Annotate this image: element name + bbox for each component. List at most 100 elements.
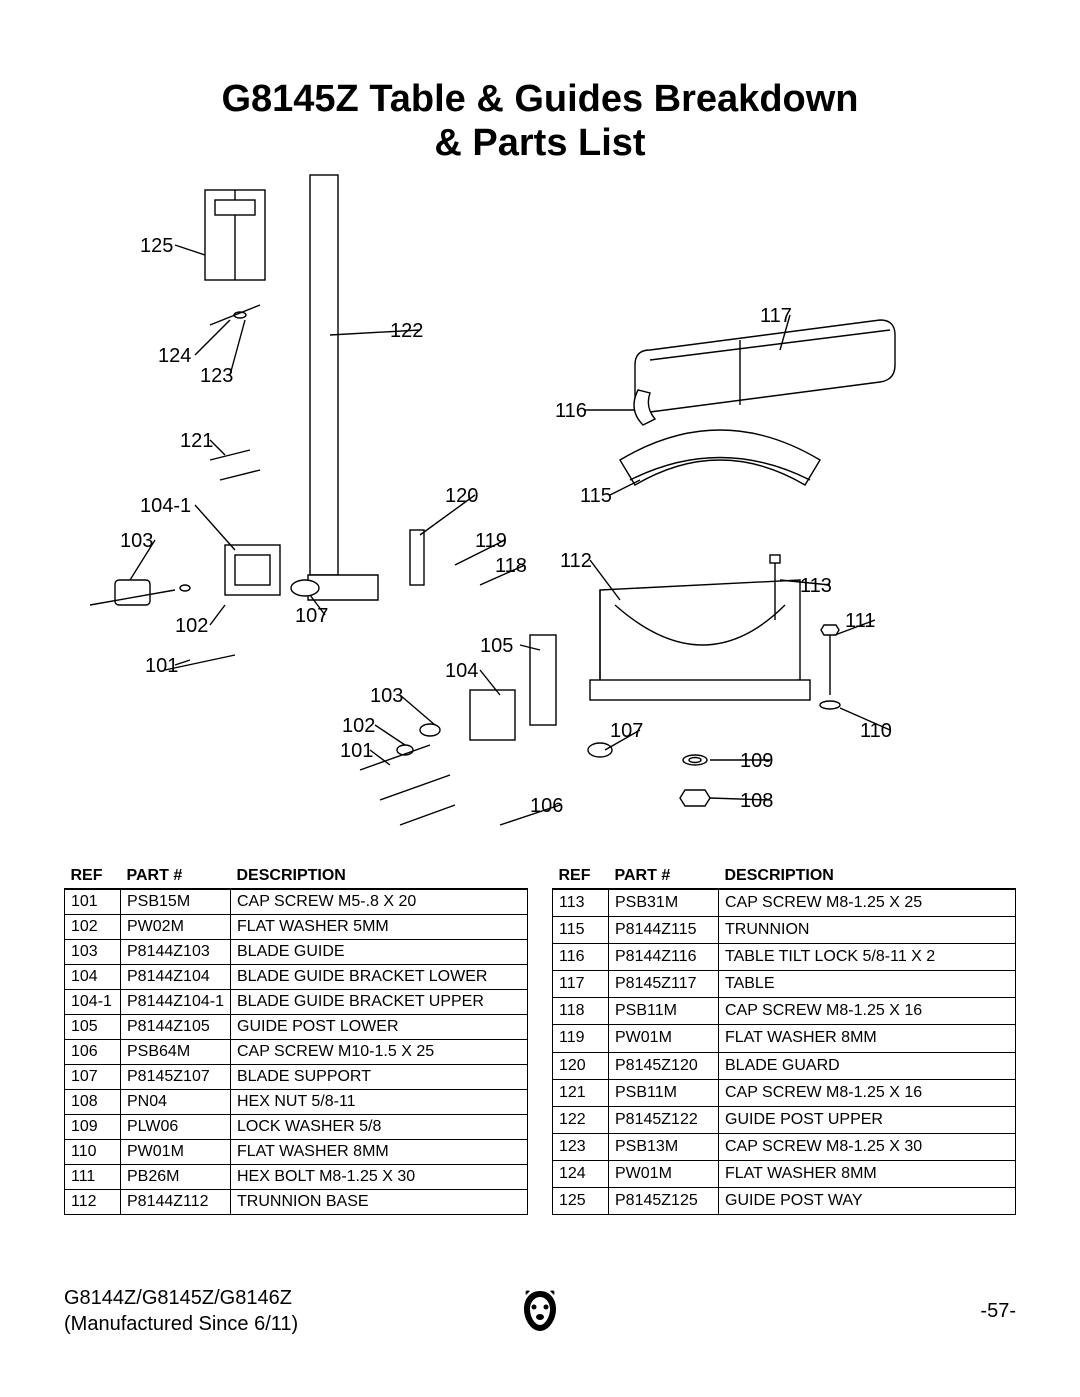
brand-logo-icon <box>516 1287 564 1341</box>
cell-ref: 125 <box>553 1187 609 1214</box>
cell-ref: 112 <box>65 1190 121 1215</box>
table-row: 121PSB11MCAP SCREW M8-1.25 X 16 <box>553 1079 1016 1106</box>
diagram-svg <box>60 160 1020 850</box>
cell-part: PW01M <box>609 1160 719 1187</box>
callout-117: 117 <box>760 305 792 328</box>
table-row: 112P8144Z112TRUNNION BASE <box>65 1190 528 1215</box>
cell-desc: TABLE TILT LOCK 5/8-11 X 2 <box>719 944 1016 971</box>
cell-part: PSB31M <box>609 889 719 917</box>
col-part: PART # <box>609 864 719 889</box>
callout-118: 118 <box>495 555 527 578</box>
callout-106: 106 <box>530 795 563 818</box>
callout-104-1: 104-1 <box>140 495 191 518</box>
col-part: PART # <box>121 864 231 889</box>
cell-desc: CAP SCREW M10-1.5 X 25 <box>231 1040 528 1065</box>
cell-part: P8145Z117 <box>609 971 719 998</box>
cell-part: P8144Z112 <box>121 1190 231 1215</box>
exploded-diagram: 125124123122121104-110310210710112011911… <box>60 160 1020 850</box>
cell-part: P8144Z104 <box>121 965 231 990</box>
col-ref: REF <box>65 864 121 889</box>
cell-desc: CAP SCREW M5-.8 X 20 <box>231 889 528 915</box>
cell-ref: 106 <box>65 1040 121 1065</box>
cell-part: P8144Z115 <box>609 917 719 944</box>
callout-115: 115 <box>580 485 612 508</box>
callout-107: 107 <box>610 720 643 743</box>
table-row: 104-1P8144Z104-1BLADE GUIDE BRACKET UPPE… <box>65 990 528 1015</box>
cell-part: PSB13M <box>609 1133 719 1160</box>
table-row: 115P8144Z115TRUNNION <box>553 917 1016 944</box>
table-row: 105P8144Z105GUIDE POST LOWER <box>65 1015 528 1040</box>
callout-107: 107 <box>295 605 328 628</box>
table-row: 106PSB64MCAP SCREW M10-1.5 X 25 <box>65 1040 528 1065</box>
cell-ref: 109 <box>65 1115 121 1140</box>
cell-part: P8144Z116 <box>609 944 719 971</box>
callout-103: 103 <box>370 685 403 708</box>
table-row: 102PW02MFLAT WASHER 5MM <box>65 915 528 940</box>
cell-ref: 117 <box>553 971 609 998</box>
cell-ref: 103 <box>65 940 121 965</box>
cell-part: PSB11M <box>609 1079 719 1106</box>
table-row: 110PW01MFLAT WASHER 8MM <box>65 1140 528 1165</box>
cell-desc: HEX NUT 5/8-11 <box>231 1090 528 1115</box>
cell-part: PN04 <box>121 1090 231 1115</box>
callout-122: 122 <box>390 320 423 343</box>
callout-113: 113 <box>800 575 832 598</box>
cell-part: PSB64M <box>121 1040 231 1065</box>
table-row: 109PLW06LOCK WASHER 5/8 <box>65 1115 528 1140</box>
cell-ref: 108 <box>65 1090 121 1115</box>
callout-124: 124 <box>158 345 191 368</box>
table-row: 124PW01MFLAT WASHER 8MM <box>553 1160 1016 1187</box>
cell-desc: TABLE <box>719 971 1016 998</box>
callout-101: 101 <box>145 655 178 678</box>
cell-part: P8144Z103 <box>121 940 231 965</box>
table-row: 113PSB31MCAP SCREW M8-1.25 X 25 <box>553 889 1016 917</box>
cell-desc: BLADE GUIDE <box>231 940 528 965</box>
cell-ref: 118 <box>553 998 609 1025</box>
title-line-1: G8145Z Table & Guides Breakdown <box>221 78 858 120</box>
cell-desc: CAP SCREW M8-1.25 X 16 <box>719 998 1016 1025</box>
table-row: 116P8144Z116TABLE TILT LOCK 5/8-11 X 2 <box>553 944 1016 971</box>
footer-models: G8144Z/G8145Z/G8146Z <box>64 1287 292 1309</box>
cell-ref: 102 <box>65 915 121 940</box>
callout-111: 111 <box>845 610 875 633</box>
title-line-2: & Parts List <box>434 122 645 164</box>
cell-desc: BLADE GUIDE BRACKET LOWER <box>231 965 528 990</box>
cell-ref: 121 <box>553 1079 609 1106</box>
cell-part: P8144Z104-1 <box>121 990 231 1015</box>
table-row: 101PSB15MCAP SCREW M5-.8 X 20 <box>65 889 528 915</box>
cell-desc: TRUNNION <box>719 917 1016 944</box>
cell-ref: 119 <box>553 1025 609 1052</box>
callout-109: 109 <box>740 750 773 773</box>
table-row: 103P8144Z103BLADE GUIDE <box>65 940 528 965</box>
callout-123: 123 <box>200 365 233 388</box>
cell-part: P8145Z107 <box>121 1065 231 1090</box>
callout-125: 125 <box>140 235 173 258</box>
table-row: 104P8144Z104BLADE GUIDE BRACKET LOWER <box>65 965 528 990</box>
page-title: G8145Z Table & Guides Breakdown & Parts … <box>0 0 1080 165</box>
callout-120: 120 <box>445 485 478 508</box>
table-row: 123PSB13MCAP SCREW M8-1.25 X 30 <box>553 1133 1016 1160</box>
cell-desc: LOCK WASHER 5/8 <box>231 1115 528 1140</box>
cell-part: PSB15M <box>121 889 231 915</box>
callout-110: 110 <box>860 720 892 743</box>
cell-desc: BLADE GUIDE BRACKET UPPER <box>231 990 528 1015</box>
callout-101: 101 <box>340 740 373 763</box>
cell-part: P8145Z122 <box>609 1106 719 1133</box>
cell-desc: BLADE SUPPORT <box>231 1065 528 1090</box>
cell-desc: GUIDE POST UPPER <box>719 1106 1016 1133</box>
cell-ref: 122 <box>553 1106 609 1133</box>
parts-tables: REF PART # DESCRIPTION 101PSB15MCAP SCRE… <box>64 864 1016 1215</box>
table-row: 125P8145Z125GUIDE POST WAY <box>553 1187 1016 1214</box>
callout-112: 112 <box>560 550 592 573</box>
cell-part: P8145Z125 <box>609 1187 719 1214</box>
table-row: 122P8145Z122GUIDE POST UPPER <box>553 1106 1016 1133</box>
cell-part: PSB11M <box>609 998 719 1025</box>
callout-121: 121 <box>180 430 213 453</box>
col-desc: DESCRIPTION <box>231 864 528 889</box>
cell-desc: HEX BOLT M8-1.25 X 30 <box>231 1165 528 1190</box>
table-row: 118PSB11MCAP SCREW M8-1.25 X 16 <box>553 998 1016 1025</box>
cell-ref: 116 <box>553 944 609 971</box>
cell-desc: FLAT WASHER 5MM <box>231 915 528 940</box>
callout-102: 102 <box>175 615 208 638</box>
cell-part: P8144Z105 <box>121 1015 231 1040</box>
